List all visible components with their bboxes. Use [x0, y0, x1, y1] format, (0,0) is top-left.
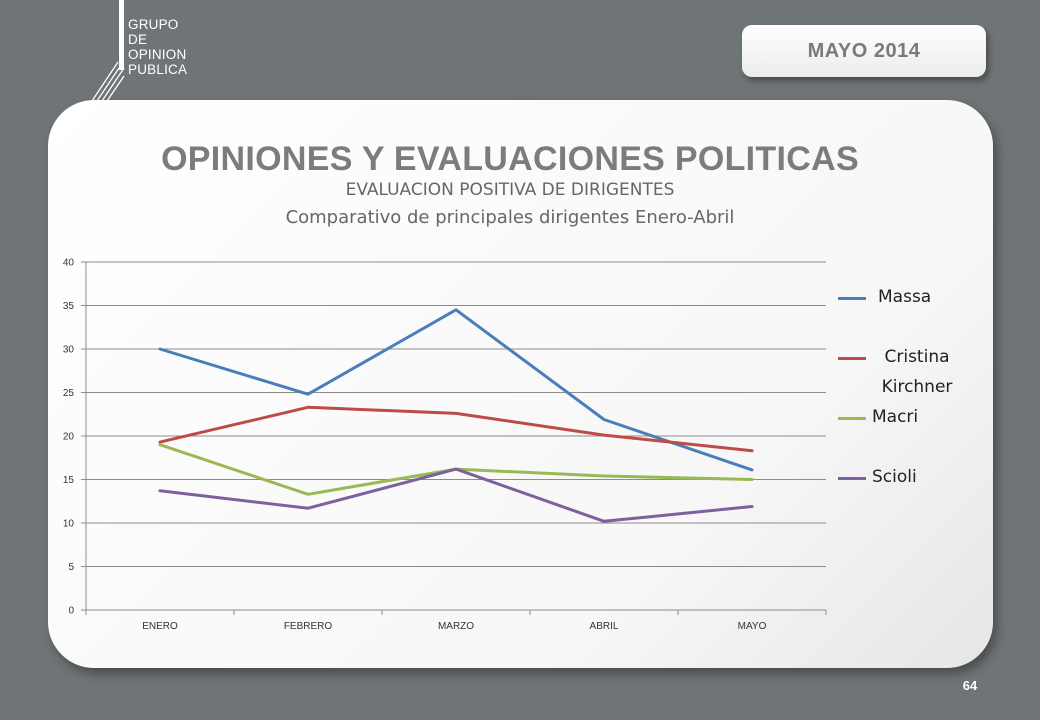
series-line-scioli [158, 467, 754, 523]
y-tick-label: 40 [63, 258, 75, 269]
slide-card [48, 100, 993, 668]
logo-line: DE [128, 32, 148, 47]
legend-item-massa: Massa [838, 286, 931, 312]
series-line-cristina-kirchner [158, 405, 754, 453]
logo-line: OPINION [128, 47, 187, 62]
logo-text: GRUPO DE OPINION PUBLICA [128, 17, 187, 77]
logo-bar [119, 0, 124, 70]
legend-label: Cristina Kirchner [881, 347, 953, 397]
x-tick-label: MARZO [438, 621, 474, 632]
slide-title: OPINIONES Y EVALUACIONES POLITICAS [161, 140, 859, 178]
x-tick-label: ABRIL [590, 621, 619, 632]
logo-stripes-icon [89, 61, 125, 105]
date-badge: MAYO 2014 [742, 25, 986, 77]
y-tick-label: 15 [63, 475, 75, 486]
y-tick-label: 35 [63, 301, 75, 312]
legend-swatch [838, 417, 866, 420]
x-tick-label: MAYO [738, 621, 767, 632]
legend-item-scioli: Scioli [838, 466, 917, 492]
slide-subtitle: EVALUACION POSITIVA DE DIRIGENTES [345, 180, 675, 200]
logo-line: GRUPO [128, 17, 179, 32]
series-line-massa [158, 308, 754, 472]
x-tick-label: FEBRERO [284, 621, 333, 632]
legend-swatch [838, 477, 866, 480]
legend-swatch [838, 357, 866, 360]
legend-item-macri: Macri [838, 406, 918, 432]
y-tick-label: 10 [63, 519, 75, 530]
legend-label: Massa [878, 287, 932, 307]
page-number: 64 [962, 678, 978, 693]
y-tick-label: 20 [63, 432, 75, 443]
logo-line: PUBLICA [128, 62, 188, 77]
legend-label: Macri [872, 407, 919, 427]
y-tick-label: 25 [63, 388, 75, 399]
y-tick-label: 5 [68, 562, 74, 573]
legend-swatch [838, 297, 866, 300]
legend-item-cristina-kirchner: Cristina Kirchner [838, 346, 962, 402]
slide-subtitle-secondary: Comparativo de principales dirigentes En… [285, 207, 735, 228]
legend-label: Scioli [872, 467, 917, 487]
x-tick-label: ENERO [142, 621, 178, 632]
y-tick-label: 0 [68, 606, 74, 617]
y-tick-label: 30 [63, 345, 75, 356]
